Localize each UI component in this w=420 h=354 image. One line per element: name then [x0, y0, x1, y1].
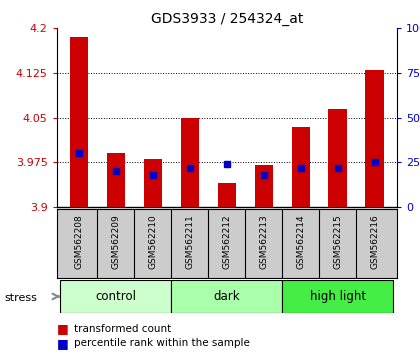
Text: dark: dark	[213, 290, 240, 303]
Text: GSM562211: GSM562211	[185, 215, 194, 269]
Text: ■: ■	[57, 322, 68, 335]
Bar	[171, 280, 282, 313]
Text: control: control	[95, 290, 136, 303]
Text: ■: ■	[57, 337, 68, 350]
Bar	[218, 183, 236, 207]
Text: GSM562210: GSM562210	[148, 215, 158, 269]
Text: GSM562215: GSM562215	[333, 215, 342, 269]
Bar	[70, 37, 88, 207]
Text: percentile rank within the sample: percentile rank within the sample	[74, 338, 249, 348]
Text: stress: stress	[4, 293, 37, 303]
Bar	[255, 165, 273, 207]
Bar	[107, 154, 125, 207]
Text: GSM562209: GSM562209	[111, 215, 121, 269]
Bar	[365, 70, 384, 207]
Text: GSM562212: GSM562212	[222, 215, 231, 269]
Bar	[144, 159, 162, 207]
Text: transformed count: transformed count	[74, 324, 171, 333]
Bar	[282, 280, 393, 313]
Title: GDS3933 / 254324_at: GDS3933 / 254324_at	[151, 12, 303, 26]
Text: high light: high light	[310, 290, 366, 303]
Bar	[181, 118, 199, 207]
Bar	[291, 127, 310, 207]
Text: GSM562213: GSM562213	[259, 215, 268, 269]
Text: GSM562216: GSM562216	[370, 215, 379, 269]
Bar	[328, 109, 347, 207]
Bar	[60, 280, 171, 313]
Text: GSM562214: GSM562214	[296, 215, 305, 269]
Text: GSM562208: GSM562208	[74, 215, 84, 269]
